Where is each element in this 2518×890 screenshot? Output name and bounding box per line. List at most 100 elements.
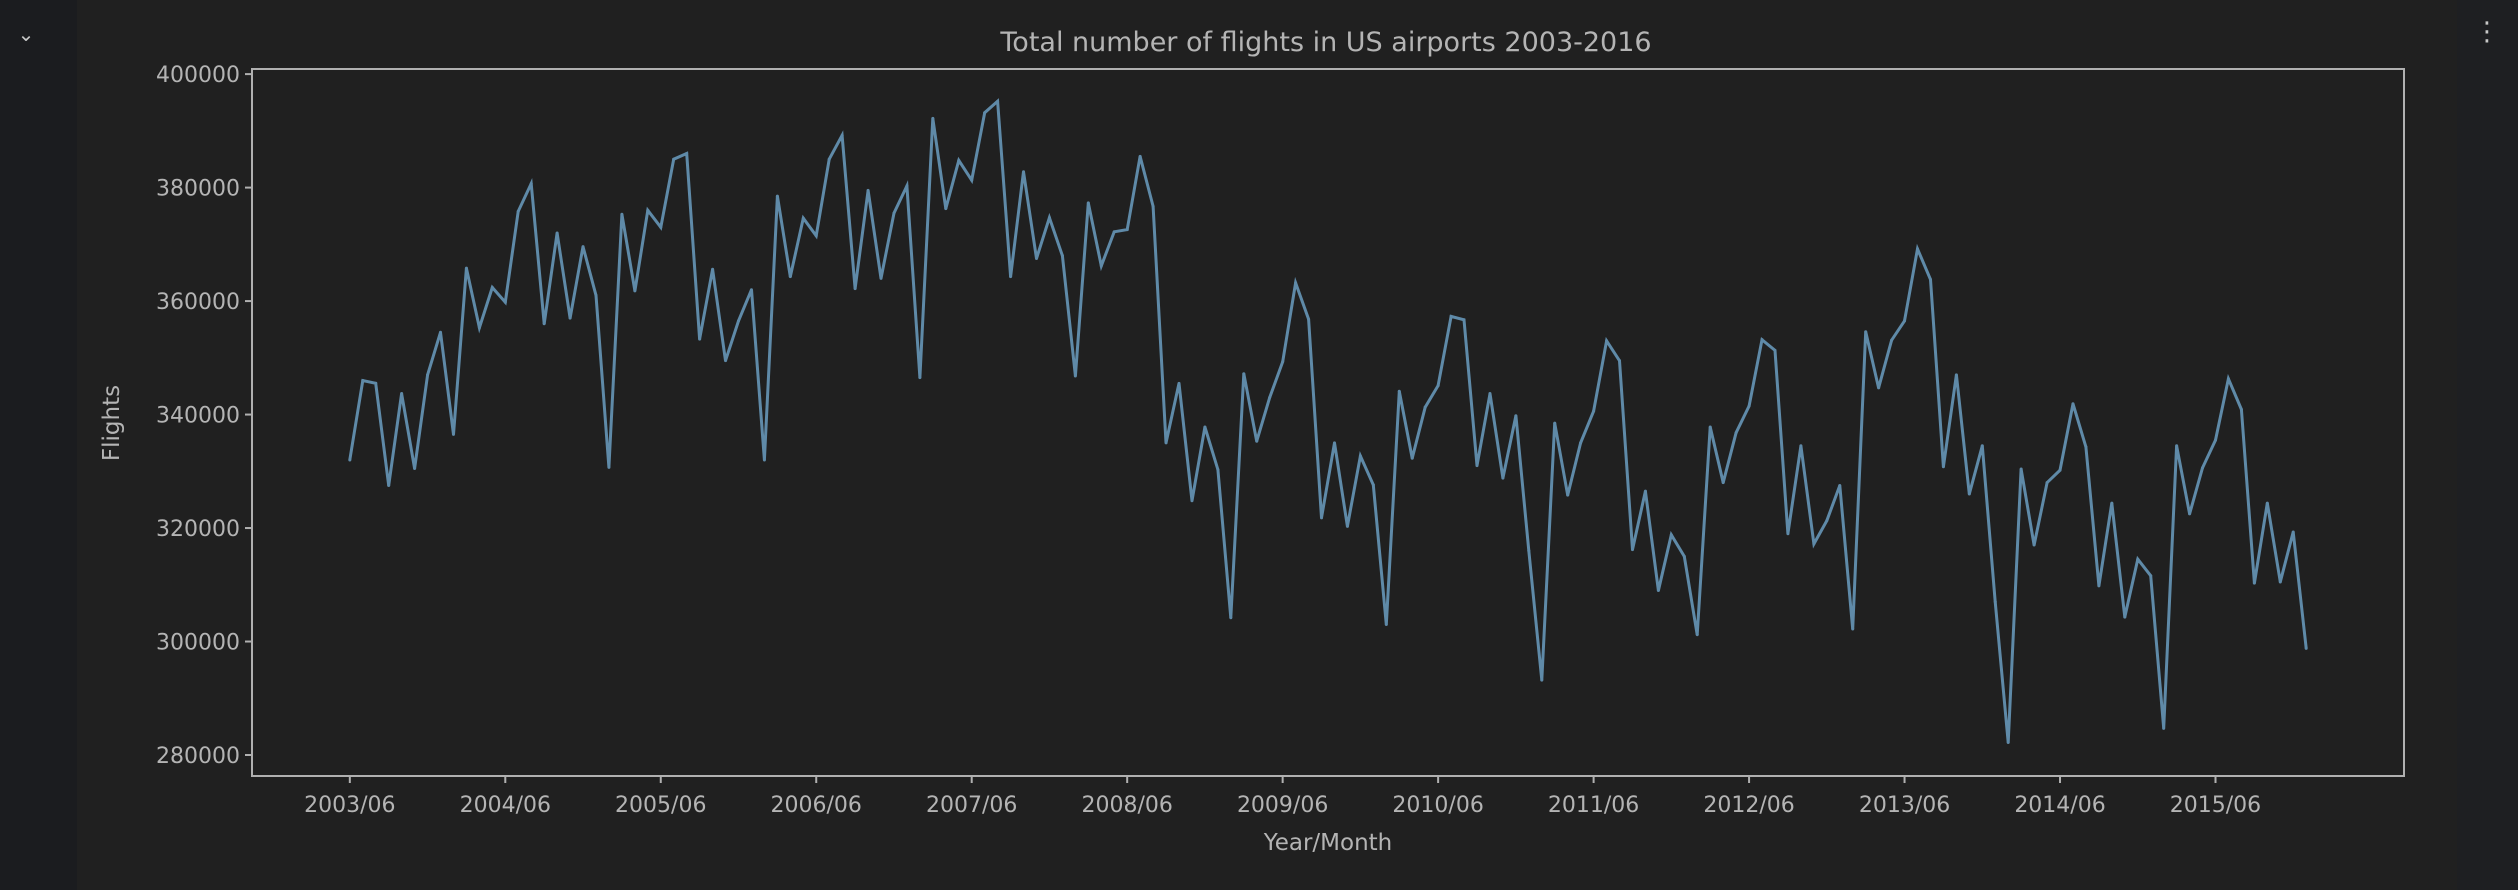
data-point bbox=[1825, 519, 1829, 523]
data-point bbox=[1475, 464, 1479, 468]
data-point bbox=[1060, 254, 1064, 258]
data-point bbox=[814, 234, 818, 238]
chevron-down-icon[interactable]: ⌄ bbox=[17, 22, 35, 46]
data-point bbox=[1890, 338, 1894, 342]
data-point bbox=[2097, 584, 2101, 588]
data-point bbox=[2304, 646, 2308, 650]
data-point bbox=[1786, 532, 1790, 536]
data-point bbox=[1112, 230, 1116, 234]
data-point bbox=[477, 326, 481, 330]
data-point bbox=[2019, 467, 2023, 471]
data-point bbox=[387, 483, 391, 487]
data-point bbox=[1566, 493, 1570, 497]
data-point bbox=[581, 245, 585, 249]
data-point bbox=[698, 337, 702, 341]
data-point bbox=[1941, 465, 1945, 469]
data-point bbox=[2188, 512, 2192, 516]
x-tick-label: 2009/06 bbox=[1237, 793, 1328, 818]
data-point bbox=[2045, 481, 2049, 485]
data-point bbox=[348, 458, 352, 462]
data-point bbox=[1345, 524, 1349, 528]
data-point bbox=[1488, 392, 1492, 396]
data-point bbox=[1371, 483, 1375, 487]
x-tick-label: 2014/06 bbox=[2014, 793, 2105, 818]
data-point bbox=[711, 267, 715, 271]
data-point bbox=[451, 432, 455, 436]
data-point bbox=[1864, 330, 1868, 334]
data-point bbox=[2226, 377, 2230, 381]
data-point bbox=[633, 289, 637, 293]
data-point bbox=[762, 458, 766, 462]
data-point bbox=[1410, 456, 1414, 460]
data-point bbox=[853, 287, 857, 291]
data-point bbox=[1320, 516, 1324, 520]
data-point bbox=[1294, 281, 1298, 285]
data-point bbox=[1164, 441, 1168, 445]
data-point bbox=[1229, 616, 1233, 620]
data-point bbox=[2175, 444, 2179, 448]
chart-title: Total number of flights in US airports 2… bbox=[999, 27, 1651, 58]
data-point bbox=[1384, 623, 1388, 626]
vertical-ellipsis-icon[interactable]: ⋮ bbox=[2474, 17, 2500, 47]
data-point bbox=[1695, 633, 1699, 637]
data-point bbox=[646, 208, 650, 212]
data-point bbox=[1605, 339, 1609, 343]
x-tick-label: 2005/06 bbox=[615, 793, 706, 818]
data-point bbox=[749, 288, 753, 292]
data-point bbox=[1501, 476, 1505, 480]
data-point bbox=[970, 178, 974, 182]
plot-frame bbox=[251, 68, 2405, 777]
y-tick-label: 340000 bbox=[156, 404, 240, 429]
data-point bbox=[840, 133, 844, 137]
data-point bbox=[400, 392, 404, 396]
data-point bbox=[555, 231, 559, 235]
data-point bbox=[918, 376, 922, 380]
flights-line bbox=[348, 98, 2308, 743]
x-tick-label: 2008/06 bbox=[1081, 793, 1172, 818]
data-point bbox=[2291, 530, 2295, 534]
data-point bbox=[2032, 543, 2036, 547]
data-point bbox=[1332, 441, 1336, 445]
x-axis-label: Year/Month bbox=[1263, 830, 1393, 856]
data-point bbox=[2123, 615, 2127, 619]
data-point bbox=[607, 465, 611, 469]
data-point bbox=[374, 381, 378, 385]
data-point bbox=[361, 379, 365, 383]
data-point bbox=[672, 157, 676, 161]
x-tick-label: 2003/06 bbox=[304, 793, 395, 818]
data-point bbox=[594, 293, 598, 297]
data-point bbox=[542, 322, 546, 326]
data-point bbox=[1073, 374, 1077, 378]
data-point bbox=[1047, 216, 1051, 220]
data-point bbox=[1397, 389, 1401, 393]
data-point bbox=[1967, 492, 1971, 496]
x-tick-label: 2012/06 bbox=[1703, 793, 1794, 818]
cell-gutter: ⌄ bbox=[0, 0, 77, 890]
data-point bbox=[892, 211, 896, 215]
y-tick-label: 380000 bbox=[156, 177, 240, 202]
data-point bbox=[1851, 627, 1855, 631]
data-point bbox=[413, 466, 417, 470]
data-point bbox=[1190, 499, 1194, 503]
data-point bbox=[736, 319, 740, 323]
data-point bbox=[464, 266, 468, 270]
data-point bbox=[2213, 438, 2217, 442]
data-point bbox=[1125, 228, 1129, 232]
data-point bbox=[1514, 414, 1518, 418]
x-tick-label: 2004/06 bbox=[460, 793, 551, 818]
x-tick-label: 2015/06 bbox=[2170, 793, 2261, 818]
data-point bbox=[503, 300, 507, 304]
data-point bbox=[1553, 421, 1557, 425]
x-tick-label: 2007/06 bbox=[926, 793, 1017, 818]
data-point bbox=[2278, 580, 2282, 584]
data-point bbox=[801, 216, 805, 220]
data-point bbox=[1268, 396, 1272, 400]
data-point bbox=[1022, 170, 1026, 174]
data-point bbox=[1177, 381, 1181, 385]
data-point bbox=[788, 275, 792, 279]
data-point bbox=[1682, 554, 1686, 558]
x-tick-label: 2011/06 bbox=[1548, 793, 1639, 818]
data-point bbox=[1203, 425, 1207, 429]
data-point bbox=[2071, 402, 2075, 406]
data-point bbox=[1009, 275, 1013, 279]
